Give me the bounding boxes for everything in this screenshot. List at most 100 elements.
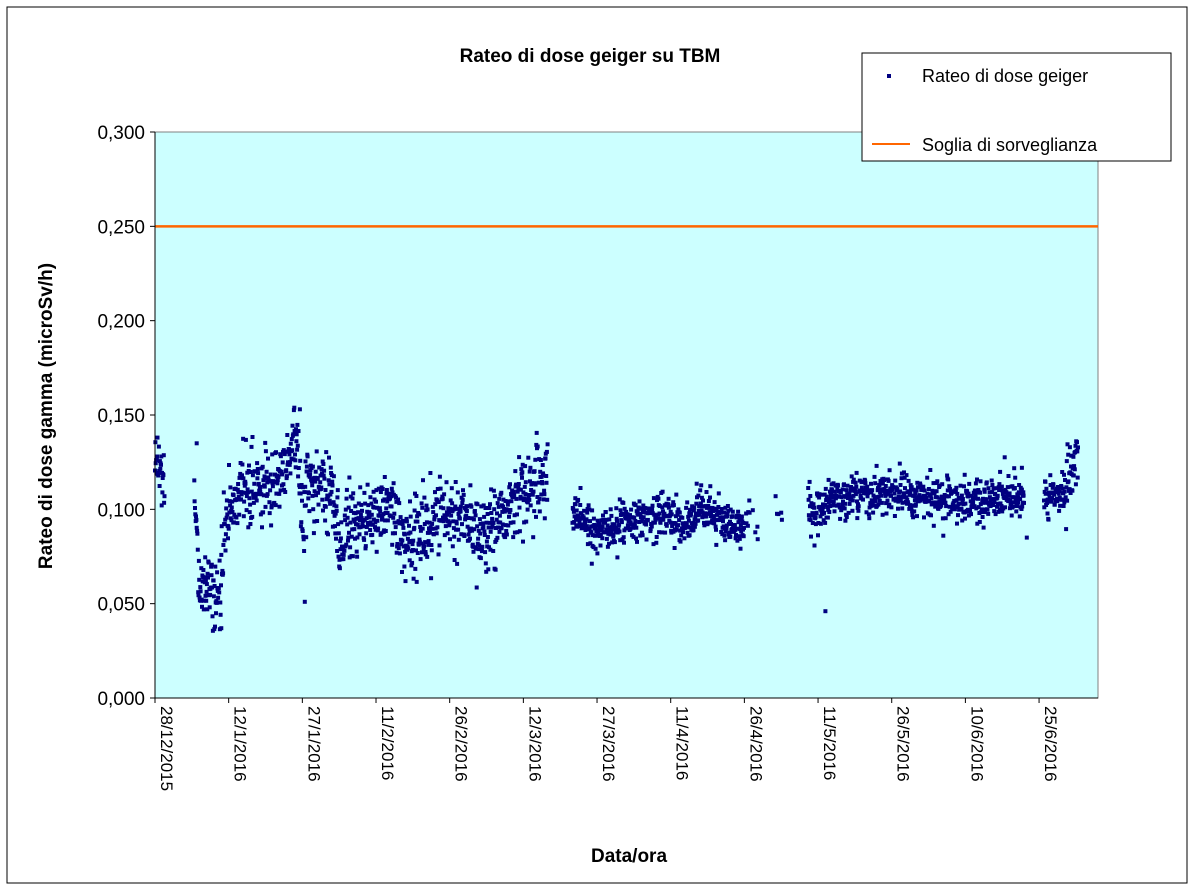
dose-point — [902, 475, 907, 480]
dose-point — [532, 469, 537, 474]
dose-point — [545, 497, 550, 502]
dose-point — [226, 526, 231, 531]
dose-point — [869, 498, 874, 503]
dose-point — [362, 490, 367, 495]
dose-point — [900, 506, 905, 511]
dose-point — [332, 513, 337, 518]
dose-point — [609, 513, 614, 518]
dose-point — [520, 475, 524, 480]
dose-point — [995, 504, 999, 509]
dose-point — [930, 488, 935, 493]
dose-point — [348, 520, 353, 525]
dose-point — [820, 507, 825, 512]
dose-point — [343, 518, 348, 523]
dose-point — [370, 522, 375, 527]
dose-point — [428, 471, 433, 475]
dose-point — [482, 529, 487, 534]
dose-point — [983, 500, 988, 505]
dose-point — [1012, 486, 1017, 490]
dose-point — [669, 530, 674, 535]
dose-point — [402, 564, 407, 569]
dose-point — [906, 478, 911, 483]
dose-point — [472, 527, 477, 532]
dose-point — [978, 502, 983, 507]
dose-point — [730, 526, 735, 531]
dose-point — [438, 486, 443, 491]
dose-point — [211, 594, 216, 599]
dose-point — [326, 478, 331, 483]
dose-point — [726, 521, 731, 526]
dose-point — [272, 479, 277, 484]
dose-point — [714, 542, 719, 547]
dose-point — [219, 626, 224, 631]
dose-point — [846, 510, 851, 515]
dose-point — [425, 554, 430, 559]
dose-point — [933, 504, 938, 509]
dose-point — [380, 487, 385, 491]
dose-point — [329, 489, 334, 494]
dose-point — [1019, 487, 1024, 492]
dose-point — [666, 505, 671, 510]
dose-point — [348, 545, 353, 550]
dose-point — [753, 530, 758, 535]
dose-point — [893, 478, 898, 483]
dose-point — [194, 525, 199, 530]
dose-point — [295, 422, 300, 427]
dose-point — [1047, 495, 1052, 500]
dose-point — [300, 529, 305, 533]
dose-point — [197, 595, 202, 600]
dose-point — [830, 488, 835, 493]
dose-point — [1018, 497, 1023, 501]
dose-point — [842, 482, 846, 487]
dose-point — [356, 501, 361, 506]
chart-title: Rateo di dose geiger su TBM — [460, 46, 721, 67]
dose-point — [527, 493, 531, 497]
dose-point — [193, 512, 198, 517]
dose-point — [228, 503, 233, 508]
dose-point — [242, 483, 247, 488]
dose-point — [332, 503, 337, 508]
dose-point — [633, 503, 638, 508]
dose-point — [982, 507, 986, 512]
dose-point — [855, 499, 859, 504]
dose-point — [314, 493, 318, 498]
dose-point — [814, 510, 819, 515]
dose-point — [497, 496, 502, 501]
dose-point — [224, 506, 229, 511]
dose-point — [219, 524, 224, 529]
dose-point — [159, 462, 163, 467]
dose-point — [389, 486, 394, 491]
dose-point — [618, 508, 623, 513]
dose-point — [712, 500, 717, 505]
dose-point — [635, 510, 640, 515]
dose-point — [1066, 452, 1071, 457]
dose-point — [1015, 504, 1019, 508]
dose-point — [1045, 501, 1050, 505]
dose-point — [234, 515, 239, 520]
dose-point — [354, 516, 359, 521]
dose-point — [447, 510, 451, 514]
dose-point — [246, 490, 250, 495]
dose-point — [622, 540, 626, 545]
dose-point — [267, 511, 272, 516]
dose-point — [897, 461, 902, 466]
dose-point — [451, 519, 456, 524]
dose-point — [536, 480, 541, 485]
dose-point — [851, 477, 856, 482]
dose-point — [931, 481, 936, 486]
dose-point — [298, 524, 303, 529]
dose-point — [319, 467, 324, 472]
dose-point — [603, 519, 608, 524]
dose-point — [605, 523, 610, 528]
dose-point — [999, 484, 1004, 489]
dose-point — [1056, 485, 1060, 489]
dose-point — [876, 486, 880, 491]
dose-point — [356, 516, 361, 521]
dose-point — [400, 538, 405, 543]
dose-point — [671, 503, 676, 508]
dose-point — [817, 495, 822, 500]
dose-point — [218, 600, 223, 605]
dose-point — [255, 467, 260, 471]
dose-point — [410, 548, 415, 552]
dose-point — [423, 550, 428, 554]
